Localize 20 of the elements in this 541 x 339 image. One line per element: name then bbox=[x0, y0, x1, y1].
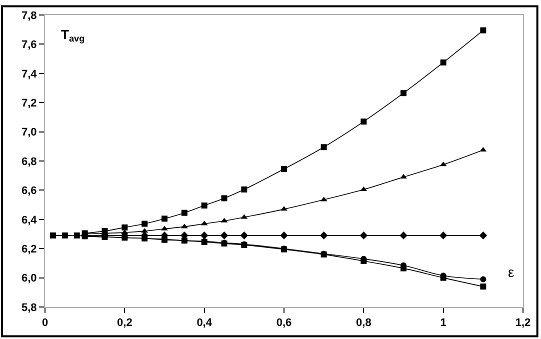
y-tick-label: 7,2 bbox=[22, 97, 37, 110]
x-tick-label: 0,6 bbox=[276, 317, 292, 330]
x-tick-label: 0 bbox=[42, 317, 48, 330]
x-tick-label: 0,8 bbox=[356, 317, 372, 330]
y-tick-label: 7,4 bbox=[22, 68, 38, 80]
y-tick-label: 6,6 bbox=[22, 185, 37, 198]
x-tick-label: 0,2 bbox=[117, 317, 132, 330]
x-tick-label: 1 bbox=[440, 317, 446, 330]
y-tick-label: 5,8 bbox=[22, 302, 37, 314]
y-tick-label: 6,8 bbox=[22, 156, 37, 168]
y-tick-label: 7,6 bbox=[22, 39, 37, 52]
y-tick-label: 7,8 bbox=[22, 10, 37, 22]
y-tick-label: 6,0 bbox=[22, 272, 37, 285]
y-axis-title: T$_{avg}$ bbox=[61, 27, 85, 44]
y-tick-label: 6,4 bbox=[22, 214, 38, 226]
y-tick-label: 7,0 bbox=[22, 126, 37, 139]
x-tick-label: 1,2 bbox=[515, 317, 531, 330]
y-tick-label: 6,2 bbox=[22, 243, 37, 256]
x-axis-title: ε bbox=[508, 264, 514, 280]
x-tick-label: 0,4 bbox=[196, 317, 213, 330]
